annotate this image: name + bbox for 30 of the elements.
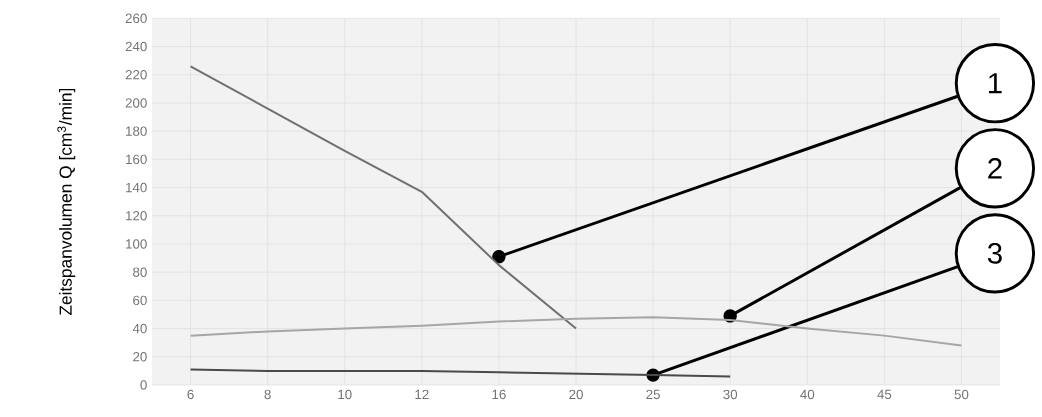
y-tick-label: 200	[125, 98, 147, 108]
x-tick-label: 20	[569, 389, 583, 400]
y-tick-label: 120	[126, 211, 147, 221]
y-tick-label: 140	[126, 182, 147, 193]
y-tick-label: 260	[125, 13, 147, 24]
x-tick-label: 6	[187, 389, 194, 400]
x-tick-label: 12	[415, 389, 429, 399]
x-tick-label: 30	[723, 389, 738, 400]
y-tick-label: 40	[132, 323, 147, 334]
y-axis-title: Zeitspanvolumen Q [cm$^{3}$/min]	[57, 88, 76, 316]
x-tick-label: 40	[800, 389, 815, 400]
x-tick-label: 45	[877, 389, 892, 399]
x-tick-label: 25	[646, 389, 660, 400]
annotation: 1	[988, 73, 1002, 94]
y-tick-label: 220	[125, 70, 147, 80]
x-tick-label: 10	[338, 389, 352, 400]
x-tick-label: 8	[264, 389, 271, 400]
x-tick-label: 50	[954, 389, 969, 400]
y-tick-label: 20	[133, 352, 147, 362]
x-tick-label: 16	[492, 389, 506, 400]
y-tick-label: 100	[126, 239, 147, 249]
annotation: 3	[987, 242, 1002, 264]
annotation: 2	[988, 158, 1002, 179]
y-tick-label: 240	[125, 41, 147, 52]
y-tick-label: 160	[126, 154, 147, 165]
y-tick-label: 0	[140, 380, 147, 390]
y-tick-label: 80	[133, 267, 147, 277]
line-series	[189, 65, 577, 330]
y-tick-label: 180	[126, 126, 147, 136]
y-tick-label: 60	[133, 295, 147, 306]
